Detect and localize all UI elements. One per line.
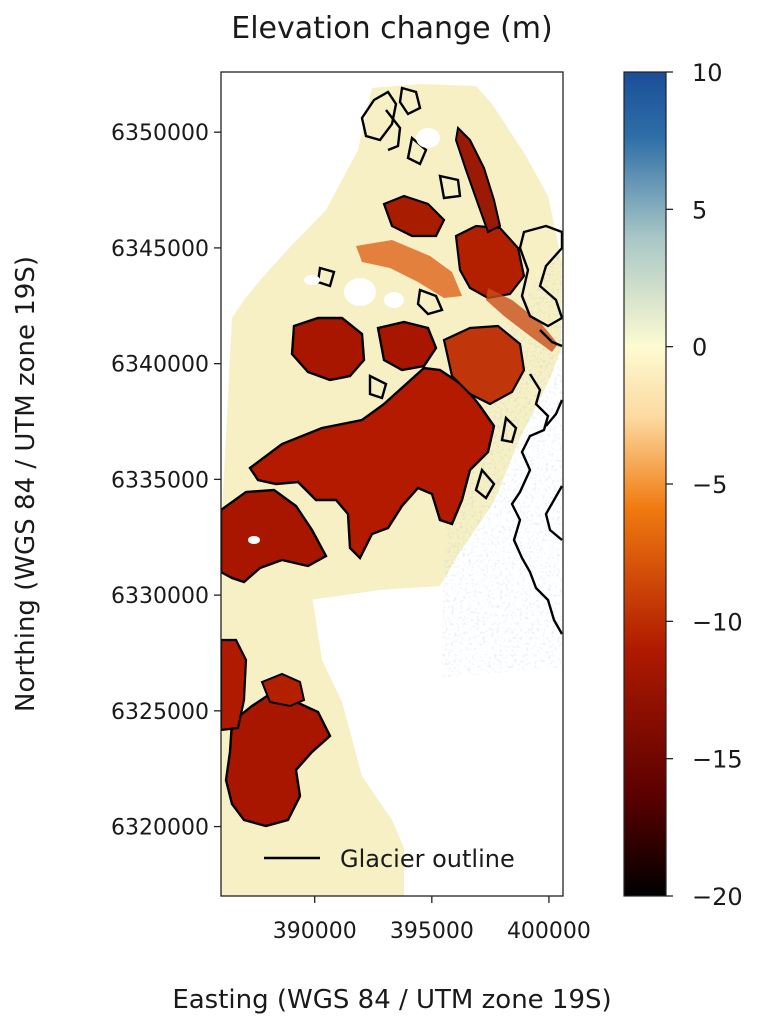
thinning-zone-east: [442, 324, 526, 406]
data-gaps: [248, 128, 440, 544]
x-tick-label: 400000: [507, 919, 591, 944]
colorbar-tick-label: 5: [692, 196, 707, 224]
thinning-zone-northwest: [382, 194, 446, 238]
thinning-band-orange: [356, 240, 462, 298]
colorbar-gradient: [623, 71, 667, 897]
legend: Glacier outline: [264, 845, 515, 873]
colorbar-tick-label: −5: [692, 471, 727, 499]
colorbar-tick-label: −20: [692, 883, 743, 911]
thinning-tongue-north: [454, 125, 502, 234]
thinning-zone-mid: [376, 320, 438, 372]
glacier-outlines: [316, 86, 563, 635]
y-tick-label: 6340000: [111, 353, 209, 378]
colorbar-tick-label: 10: [692, 59, 723, 87]
elevation-change-raster: [221, 72, 563, 896]
thinning-zone-central: [248, 366, 496, 561]
thinning-zone-south-cluster: [260, 672, 306, 708]
y-tick-label: 6350000: [111, 121, 209, 146]
y-axis-label: Northing (WGS 84 / UTM zone 19S): [11, 256, 41, 712]
thinning-zone-southwest-strip: [221, 638, 248, 732]
colorbar-tick-label: −10: [692, 608, 743, 636]
y-tick-label: 6325000: [111, 700, 209, 725]
chart-title: Elevation change (m): [231, 11, 552, 46]
x-tick-label: 390000: [273, 919, 357, 944]
y-tick-label: 6330000: [111, 584, 209, 609]
colorbar: 10 5 0 −5 −10 −15 −20: [623, 59, 743, 911]
legend-glacier-outline-label: Glacier outline: [340, 845, 515, 873]
colorbar-tick-label: 0: [692, 334, 707, 362]
thinning-zone-west: [221, 488, 328, 584]
y-tick-label: 6345000: [111, 237, 209, 262]
y-tick-label: 6320000: [111, 816, 209, 841]
thinning-zone-midwest: [290, 316, 366, 382]
colorbar-ticks: 10 5 0 −5 −10 −15 −20: [666, 59, 743, 911]
x-axis: 390000 395000 400000: [273, 896, 591, 944]
plot-frame: [220, 71, 564, 897]
x-tick-label: 395000: [390, 919, 474, 944]
y-tick-label: 6335000: [111, 468, 209, 493]
y-axis: 6320000 6325000 6330000 6335000 6340000 63450…: [111, 121, 221, 841]
x-axis-label: Easting (WGS 84 / UTM zone 19S): [172, 985, 611, 1015]
colorbar-tick-label: −15: [692, 746, 743, 774]
thinning-band-diagonal: [486, 288, 558, 352]
